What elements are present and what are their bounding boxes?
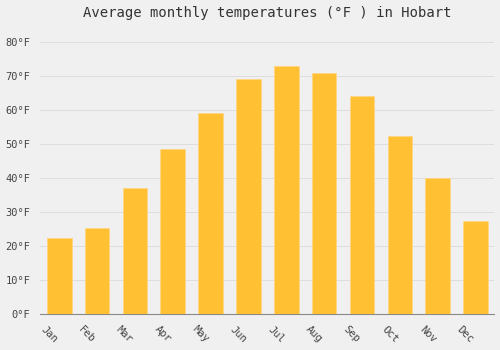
Bar [350,96,374,314]
Bar [312,72,336,314]
Title: Average monthly temperatures (°F ) in Hobart: Average monthly temperatures (°F ) in Ho… [83,6,452,20]
Bar [274,66,298,314]
Bar [388,135,412,314]
Bar [426,178,450,314]
Bar [198,113,223,314]
Bar [47,238,72,314]
Bar [122,188,147,314]
Bar [236,79,260,314]
Bar [84,228,110,314]
Bar [160,149,185,314]
Bar [463,221,488,314]
